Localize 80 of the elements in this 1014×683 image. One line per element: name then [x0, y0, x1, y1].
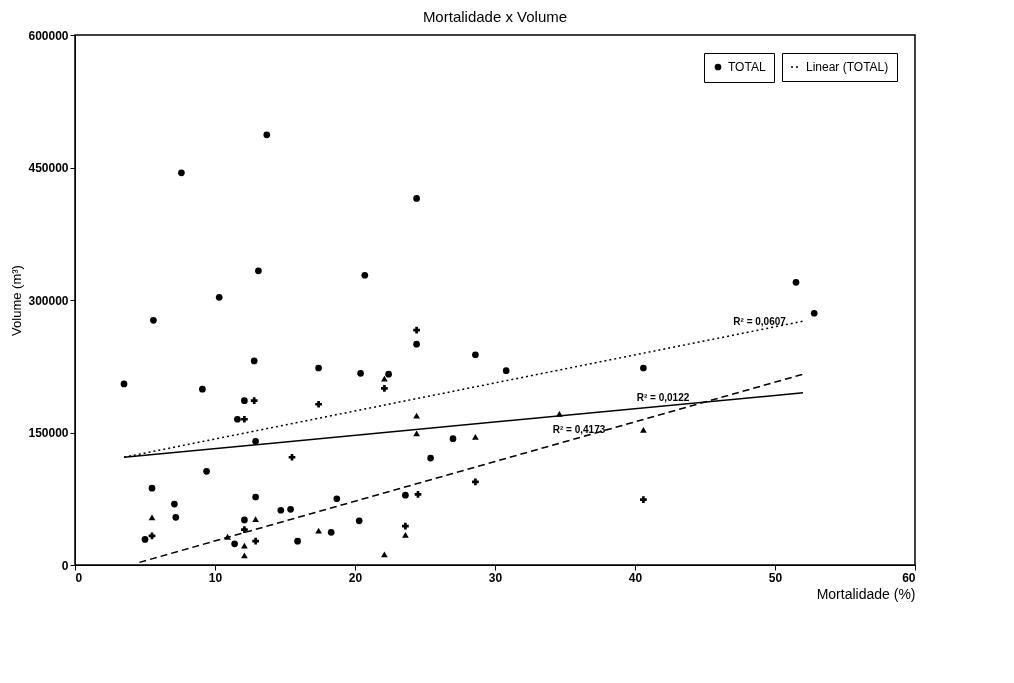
y-tick-label: 450000: [28, 161, 69, 175]
y-axis-title: Volume (m³): [9, 265, 25, 336]
x-tick-label: 0: [75, 570, 83, 585]
y-tick-label: 600000: [28, 28, 69, 43]
point: [234, 415, 241, 423]
point: [150, 316, 157, 324]
point: [381, 551, 388, 558]
chart-title: Mortalidade x Volume: [422, 8, 568, 25]
point: [250, 397, 258, 405]
point: [502, 367, 510, 375]
x-tick-label: 50: [768, 570, 783, 585]
point: [472, 351, 479, 359]
point: [640, 426, 647, 433]
point: [241, 397, 248, 405]
legend-label: Linear (TOTAL): [806, 60, 889, 74]
point: [252, 437, 259, 445]
point: [250, 357, 258, 365]
point: [327, 528, 335, 536]
point: [215, 294, 223, 301]
point: [252, 516, 259, 522]
point: [333, 495, 341, 503]
point: [315, 364, 322, 372]
point: [252, 537, 259, 545]
point: [810, 309, 818, 317]
point: [414, 490, 422, 498]
point: [413, 195, 420, 202]
point: [255, 267, 262, 275]
legend-label: TOTAL: [728, 60, 766, 74]
point: [241, 415, 248, 423]
point: [148, 514, 156, 521]
point: [172, 513, 180, 521]
point: [402, 522, 409, 530]
point: [449, 435, 457, 443]
point: [355, 517, 363, 525]
point: [413, 326, 420, 334]
point: [288, 453, 296, 461]
point: [199, 385, 206, 393]
point: [413, 412, 420, 419]
x-tick-label: 30: [488, 570, 503, 585]
point: [357, 369, 364, 377]
point: [231, 540, 238, 548]
x-axis-title: Mortalidade (%): [816, 585, 916, 602]
point: [277, 506, 285, 514]
point: [120, 380, 128, 388]
point: [413, 340, 420, 348]
point: [241, 552, 248, 559]
point: [640, 364, 647, 372]
point: [241, 516, 248, 524]
point: [171, 500, 178, 508]
y-tick-label: 300000: [28, 293, 69, 308]
point: [792, 278, 800, 286]
y-tick-label: 150000: [28, 426, 69, 440]
point: [640, 496, 647, 503]
point: [361, 271, 369, 279]
annotation: R² = 0,0122: [636, 392, 690, 403]
point: [287, 506, 294, 513]
point: [472, 434, 479, 440]
annotation: R² = 0,0607: [733, 316, 787, 328]
point: [385, 370, 392, 378]
point: [381, 384, 388, 392]
point: [427, 454, 434, 462]
point: [263, 131, 271, 139]
y-tick-label: 0: [61, 558, 69, 573]
point: [141, 536, 149, 543]
point: [381, 375, 388, 382]
point: [178, 169, 185, 177]
x-tick-label: 40: [628, 570, 643, 585]
point: [148, 484, 156, 492]
point: [402, 491, 409, 499]
annotation: R² = 0,4173: [552, 423, 606, 435]
point: [402, 532, 409, 538]
x-tick-label: 10: [208, 570, 223, 585]
point: [252, 493, 259, 501]
x-tick-label: 60: [902, 570, 916, 585]
point: [294, 537, 301, 545]
point: [203, 468, 210, 475]
point: [315, 400, 322, 408]
point: [241, 526, 248, 534]
point: [472, 478, 479, 486]
x-tick-label: 20: [348, 570, 363, 585]
